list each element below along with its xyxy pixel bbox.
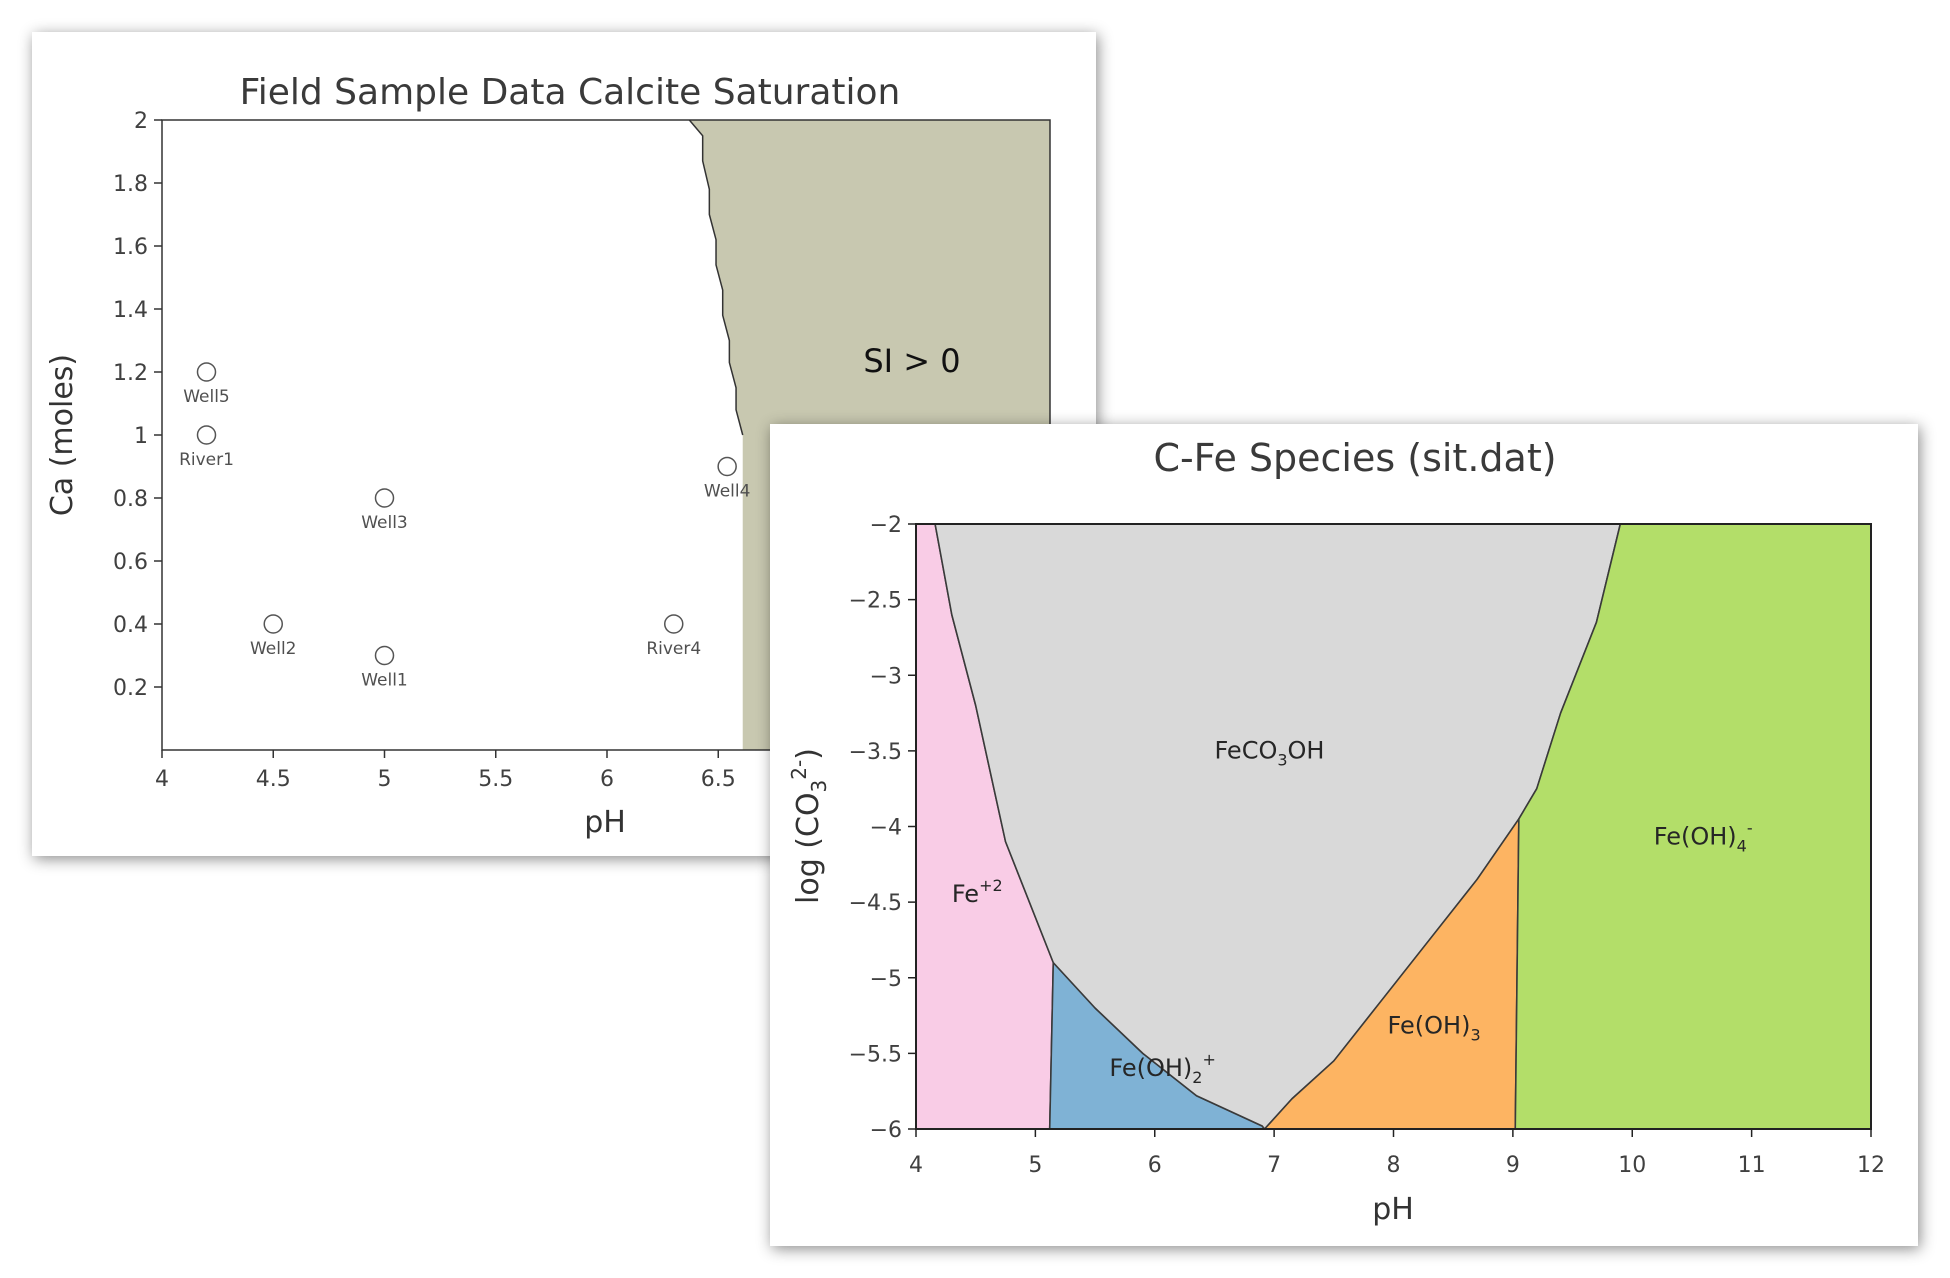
y-axis-ticks: 0.2 0.4 0.6 0.8 1 1.2 1.4 1.6 1.8 2 xyxy=(113,109,162,701)
y-tick-label: 1.8 xyxy=(113,172,148,197)
scatter-point-well4 xyxy=(717,456,737,477)
scatter-point-river4 xyxy=(664,614,684,634)
c-fe-species-chart-panel: C-Fe Species (sit.dat) 4 5 6 7 8 9 10 11 12 −2 −2… xyxy=(770,424,1918,1246)
y-tick-label: −3 xyxy=(870,664,902,689)
region-label-feoh4: Fe(OH)4- xyxy=(1654,819,1753,856)
species-labels: Fe+2 Fe(OH)2+ FeCO3OH Fe(OH)3 Fe(OH)4- xyxy=(952,736,1753,1087)
x-axis-label: pH xyxy=(584,805,626,840)
y-tick-label: 1.6 xyxy=(113,235,148,260)
x-tick-label: 4 xyxy=(155,767,169,792)
y-tick-label: 0.8 xyxy=(113,487,148,512)
point-label: Well5 xyxy=(183,387,230,407)
x-tick-label: 6 xyxy=(1148,1153,1162,1178)
scatter-points: Well5 River1 Well3 Well4 Well2 River4 Well1 xyxy=(179,362,751,691)
region-label-feco3oh: FeCO3OH xyxy=(1214,736,1324,769)
region-label-feoh2: Fe(OH)2+ xyxy=(1109,1050,1216,1087)
y-tick-label: −3.5 xyxy=(849,740,902,765)
x-axis-ticks: 4 4.5 5 5.5 6 6.5 xyxy=(155,750,736,792)
scatter-point-well5 xyxy=(196,362,217,382)
y-tick-label: −5 xyxy=(870,967,902,992)
y-tick-label: 1.4 xyxy=(113,298,148,323)
y-tick-label: 2 xyxy=(134,109,148,134)
x-tick-label: 5 xyxy=(1028,1153,1042,1178)
y-tick-label: 0.4 xyxy=(113,613,148,638)
si-region-label: SI > 0 xyxy=(863,342,960,380)
point-label: Well1 xyxy=(361,671,408,691)
x-tick-label: 8 xyxy=(1387,1153,1401,1178)
x-tick-label: 9 xyxy=(1506,1153,1520,1178)
x-axis-ticks: 4 5 6 7 8 9 10 11 12 xyxy=(909,1129,1885,1178)
chart-title: Field Sample Data Calcite Saturation xyxy=(240,72,901,113)
point-label: River4 xyxy=(646,639,701,659)
x-tick-label: 5.5 xyxy=(478,767,513,792)
y-axis-label: log (CO32-) xyxy=(787,748,831,904)
c-fe-species-chart: C-Fe Species (sit.dat) 4 5 6 7 8 9 10 11 12 −2−2… xyxy=(787,436,1885,1227)
x-tick-label: 10 xyxy=(1618,1153,1646,1178)
y-tick-label: −6 xyxy=(870,1118,902,1143)
point-label: Well4 xyxy=(704,482,751,502)
x-axis-label: pH xyxy=(1372,1192,1414,1227)
y-axis-ticks: −2 −2.5 −3 −3.5 −4 −4.5 −5 −5.5 −6 xyxy=(849,513,916,1143)
x-tick-label: 7 xyxy=(1267,1153,1281,1178)
point-label: Well2 xyxy=(250,639,297,659)
y-tick-label: −4 xyxy=(870,816,902,841)
y-tick-label: −4.5 xyxy=(849,891,902,916)
x-tick-label: 6.5 xyxy=(701,767,736,792)
x-tick-label: 6 xyxy=(600,767,614,792)
y-tick-label: −2 xyxy=(870,513,902,538)
y-tick-label: −5.5 xyxy=(849,1042,902,1067)
si-boundary-line xyxy=(688,119,744,436)
scatter-point-well3 xyxy=(374,488,395,508)
y-tick-label: 0.2 xyxy=(113,676,148,701)
region-label-fe2: Fe+2 xyxy=(952,876,1003,908)
y-tick-label: 1 xyxy=(134,424,148,449)
y-axis-label: Ca (moles) xyxy=(45,354,80,516)
scatter-point-river1 xyxy=(196,425,217,445)
y-tick-label: 1.2 xyxy=(113,361,148,386)
x-tick-label: 5 xyxy=(378,767,392,792)
x-tick-label: 4 xyxy=(909,1153,923,1178)
region-label-feoh3: Fe(OH)3 xyxy=(1388,1012,1481,1045)
x-tick-label: 11 xyxy=(1738,1153,1766,1178)
x-tick-label: 12 xyxy=(1857,1153,1885,1178)
x-tick-label: 4.5 xyxy=(256,767,291,792)
y-tick-label: −2.5 xyxy=(849,589,902,614)
point-label: Well3 xyxy=(361,513,408,533)
species-regions xyxy=(915,523,1872,1130)
y-tick-label: 0.6 xyxy=(113,550,148,575)
scatter-point-well2 xyxy=(263,614,283,634)
point-label: River1 xyxy=(179,450,234,470)
chart-title: C-Fe Species (sit.dat) xyxy=(1153,436,1556,480)
scatter-point-well1 xyxy=(374,645,395,666)
